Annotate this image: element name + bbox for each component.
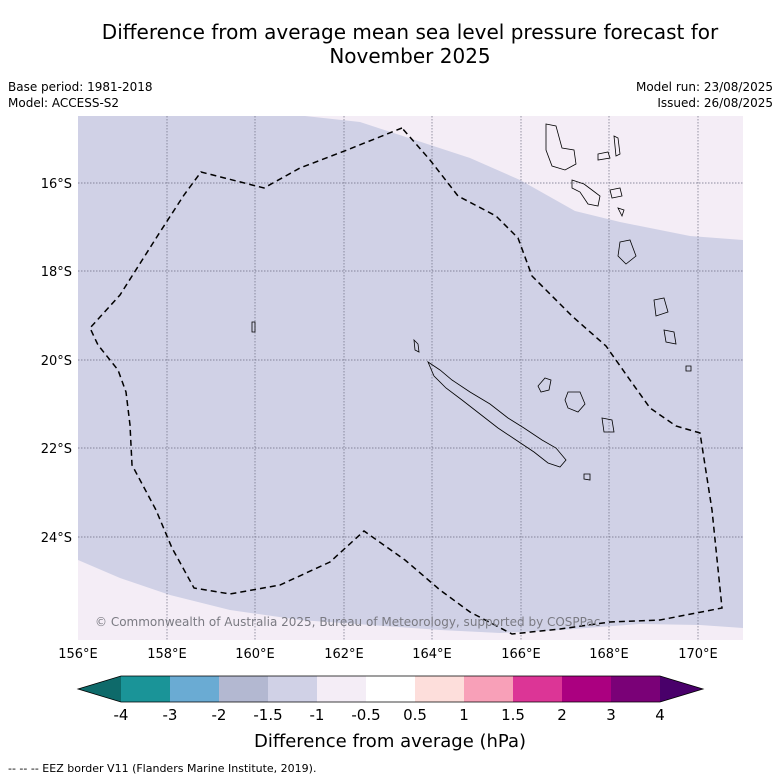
loyalty-island-ouvea (537, 377, 552, 393)
vanuatu-erromango (653, 297, 669, 317)
colorbar-axis-label: Difference from average (hPa) (254, 731, 526, 752)
vanuatu-espiritu-santo (545, 123, 577, 171)
graticule (78, 116, 743, 640)
lon-tick-labels: 156°E 158°E 160°E 162°E 164°E 166°E 168°… (58, 647, 718, 662)
lon-label-162e: 162°E (324, 647, 364, 662)
model-run-text: Model run: 23/08/2025 (635, 80, 773, 94)
colorbar-tick: 1 (459, 706, 469, 724)
colorbar-tick: 4 (655, 706, 665, 724)
colorbar-band (415, 676, 464, 702)
lon-label-168e: 168°E (589, 647, 629, 662)
colorbar-tick: 2 (557, 706, 567, 724)
base-period-text: Base period: 1981-2018 (8, 80, 153, 94)
colorbar-tick: -2 (212, 706, 227, 724)
colorbar-band (562, 676, 611, 702)
belep-islands (413, 338, 420, 353)
colorbar-tick: -4 (114, 706, 129, 724)
loyalty-island-mare (601, 417, 615, 433)
colorbar (76, 675, 705, 703)
vanuatu-efate (617, 239, 637, 265)
colorbar-band (513, 676, 562, 702)
vanuatu-maewo (597, 151, 611, 161)
lon-label-158e: 158°E (147, 647, 187, 662)
islands (251, 123, 692, 481)
lon-label-160e: 160°E (235, 647, 275, 662)
lon-label-156e: 156°E (58, 647, 98, 662)
copyright-text: © Commonwealth of Australia 2025, Bureau… (95, 615, 600, 629)
vanuatu-aneityum (685, 365, 692, 372)
colorbar-band (121, 676, 170, 702)
issued-text: Issued: 26/08/2025 (657, 96, 773, 110)
colorbar-tick: -3 (163, 706, 178, 724)
eez-legend-text: -- -- -- EEZ border V11 (Flanders Marine… (8, 762, 317, 775)
vanuatu-epi (617, 207, 625, 218)
vanuatu-ambrym (609, 187, 623, 199)
colorbar-tick: 1.5 (501, 706, 525, 724)
vanuatu-malekula (571, 179, 601, 207)
vanuatu-tanna (663, 329, 677, 345)
lat-label-24s: 24°S (41, 531, 72, 546)
lat-label-16s: 16°S (41, 177, 72, 192)
colorbar-band (170, 676, 219, 702)
colorbar-band (366, 676, 415, 702)
title-line-1: Difference from average mean sea level p… (101, 20, 719, 44)
colorbar-tick: -1.5 (253, 706, 282, 724)
anomaly-band-upper-right (305, 116, 743, 240)
lat-label-18s: 18°S (41, 265, 72, 280)
lon-label-170e: 170°E (678, 647, 718, 662)
lat-tick-labels: 16°S 18°S 20°S 22°S 24°S (41, 177, 72, 546)
colorbar-extend-high (660, 676, 703, 702)
colorbar-band (219, 676, 268, 702)
isle-of-pines (583, 473, 591, 481)
colorbar-extend-low (78, 676, 121, 702)
colorbar-tick: 3 (606, 706, 616, 724)
eez-border (89, 127, 723, 635)
title-line-2: November 2025 (329, 44, 491, 68)
lat-label-20s: 20°S (41, 354, 72, 369)
colorbar-band (317, 676, 366, 702)
chesterfield-islet (251, 321, 256, 333)
colorbar-tick: 0.5 (403, 706, 427, 724)
colorbar-tick: -0.5 (351, 706, 380, 724)
model-text: Model: ACCESS-S2 (8, 96, 120, 110)
lon-label-164e: 164°E (412, 647, 452, 662)
colorbar-band (464, 676, 513, 702)
colorbar-tick-labels: -4 -3 -2 -1.5 -1 -0.5 0.5 1 1.5 2 3 4 (114, 706, 665, 724)
colorbar-tick: -1 (310, 706, 325, 724)
new-caledonia-grande-terre (427, 360, 567, 468)
colorbar-band (268, 676, 317, 702)
colorbar-band (611, 676, 660, 702)
lon-label-166e: 166°E (501, 647, 541, 662)
anomaly-band-lower-left (78, 560, 743, 640)
lat-label-22s: 22°S (41, 442, 72, 457)
loyalty-island-lifou (564, 391, 586, 413)
colorbar-outline (76, 675, 705, 703)
vanuatu-pentecost (613, 135, 621, 157)
